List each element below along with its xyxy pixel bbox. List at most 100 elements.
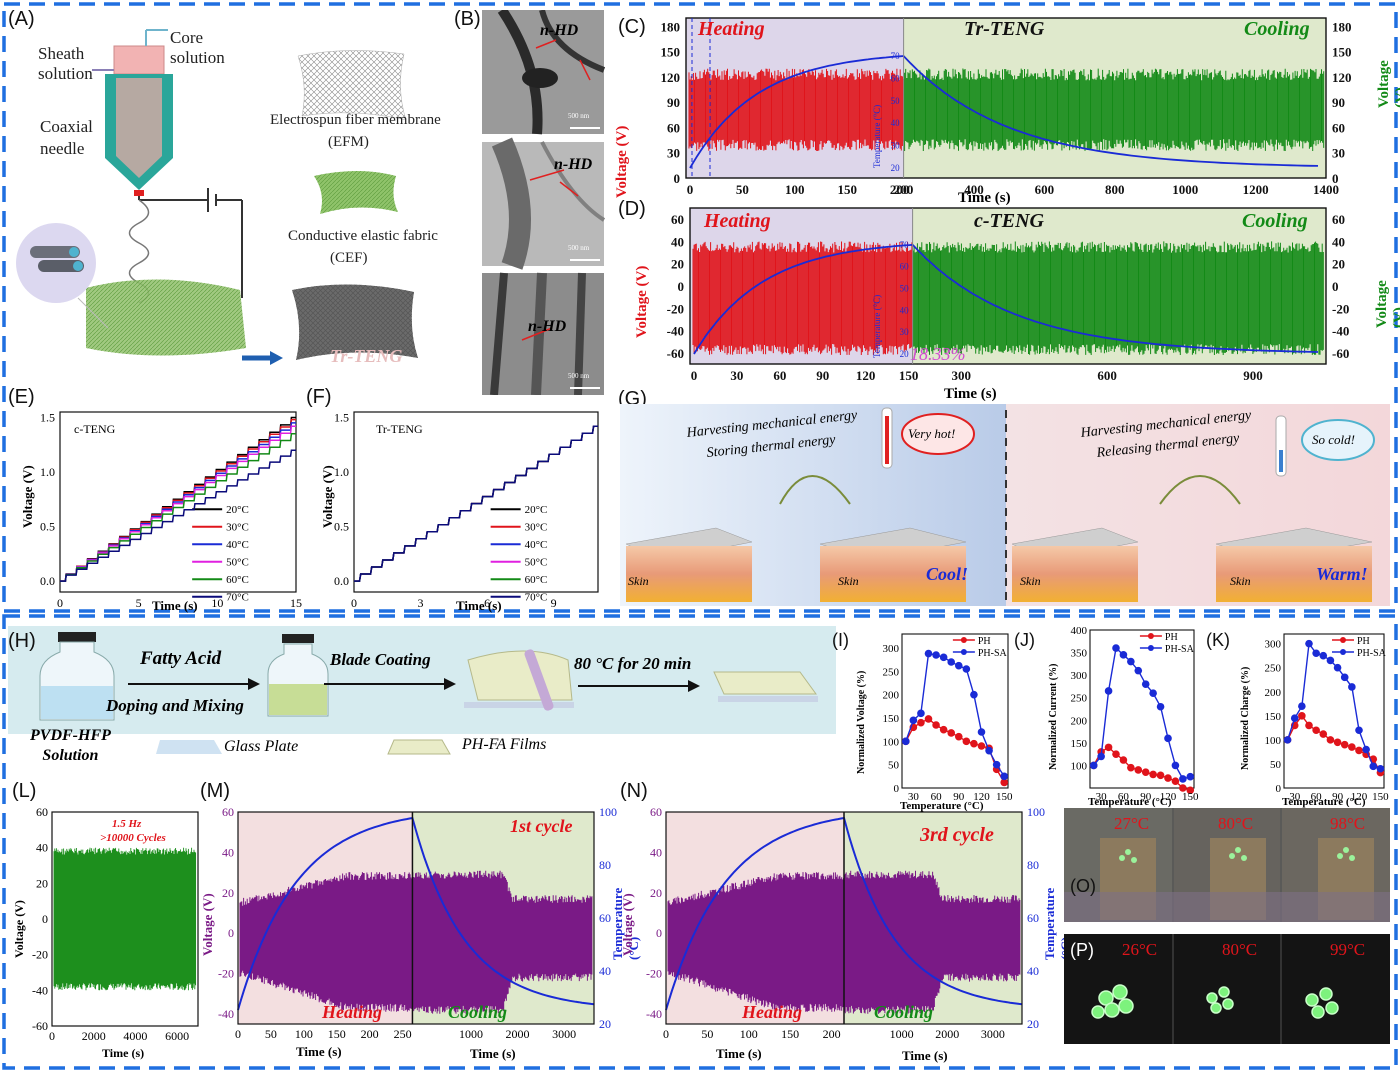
nhd-label-3: n-HD: [528, 318, 567, 335]
y-tick: -40: [32, 983, 48, 997]
data-point: [1305, 721, 1313, 730]
legend-label: 20°C: [226, 504, 249, 516]
data-point: [1104, 743, 1113, 752]
nhd-label-1: n-HD: [540, 22, 579, 39]
y-tick-left: -40: [667, 324, 684, 339]
l-xlabel: Time (s): [102, 1046, 145, 1060]
tem-images: [482, 10, 606, 395]
data-point: [954, 661, 963, 670]
x-tick: 90: [1332, 791, 1344, 803]
data-point: [947, 729, 956, 737]
data-point: [1171, 777, 1180, 786]
y-tick-right: 150: [1332, 45, 1352, 60]
x-tick: 150: [899, 368, 919, 383]
voltage-signal: [667, 870, 1021, 1014]
y-tick: 0.0: [40, 574, 55, 588]
data-point: [1298, 712, 1306, 720]
x-tick: 150: [837, 182, 857, 197]
panel-n: (N) -40 -20 0 20 40 60 20 40 60 80 100 0 50 100 150 200…: [620, 780, 1073, 1065]
y-tick-left: -60: [667, 346, 684, 361]
n-xlabel-1: Time (s): [716, 1046, 762, 1061]
x-tick: 4000: [123, 1029, 147, 1043]
legend-label: 70°C: [525, 592, 548, 604]
data-point: [1319, 730, 1328, 738]
legend-label: 60°C: [525, 574, 548, 586]
x-tick: 2000: [506, 1027, 530, 1041]
y-tick: 0: [42, 912, 48, 926]
panel-label-h: (H): [8, 630, 36, 652]
voltage-signal: [53, 847, 197, 991]
x-tick: 150: [1182, 791, 1199, 803]
data-point: [924, 649, 933, 658]
y-tick: 0.0: [334, 574, 349, 588]
y-tick-right: 100: [1027, 805, 1045, 819]
data-point: [1089, 761, 1098, 770]
x-tick: 60: [1118, 791, 1130, 803]
y-tick: 0: [228, 926, 234, 940]
led-photo-p: [1091, 934, 1339, 1044]
y-tick: 20: [222, 886, 234, 900]
x-tick: 3: [418, 596, 424, 610]
scale-bar-3: 500 nm: [568, 372, 590, 380]
legend-marker: [1340, 637, 1346, 643]
x-tick: 1000: [459, 1027, 483, 1041]
y-tick-right: 180: [1332, 19, 1352, 34]
y-tick-left: 150: [661, 45, 681, 60]
legend-label: 30°C: [226, 522, 249, 534]
x-tick: 6: [484, 596, 490, 610]
panel-label-b: (B): [454, 8, 481, 30]
x-tick: 600: [1097, 368, 1117, 383]
g-skin-2: Skin: [838, 574, 859, 588]
l-ylabel: Voltage (V): [12, 900, 26, 958]
data-point: [985, 746, 993, 755]
y-tick: 0: [656, 926, 662, 940]
x-tick: 30: [1096, 791, 1108, 803]
c-cooling-label: Cooling: [1244, 18, 1310, 40]
led-photo-o: [1064, 808, 1390, 922]
cef-abbr: (CEF): [330, 250, 368, 266]
x-tick: 50: [736, 182, 749, 197]
y-tick: 40: [650, 845, 662, 859]
efm-abbr: (EFM): [328, 134, 369, 150]
data-point: [962, 665, 971, 673]
p-temp-2: 80°C: [1222, 940, 1258, 959]
h-glass-label: Glass Plate: [224, 738, 299, 755]
y-tick: 60: [36, 805, 48, 819]
data-point: [1348, 683, 1356, 691]
data-point: [1119, 756, 1128, 764]
m-heating: Heating: [322, 1002, 383, 1022]
y-tick-right: -60: [1332, 346, 1349, 361]
data-point: [1376, 764, 1385, 773]
legend-marker: [960, 649, 967, 655]
i-xlabel: Temperature (°C): [900, 800, 984, 812]
y-tick: 300: [1071, 670, 1088, 682]
data-point: [1000, 772, 1009, 781]
y-tick: 1.0: [334, 465, 349, 479]
panel-c: (C) 0 0 30 30 60 60 90 90 120 120 150 150 180 180 20 30…: [614, 8, 1400, 213]
panel-label-d: (D): [618, 198, 646, 220]
data-point: [977, 742, 986, 750]
panel-label-k: (K): [1206, 630, 1230, 650]
data-point: [1000, 778, 1009, 787]
series-line: [353, 425, 598, 582]
y-tick: -20: [218, 967, 234, 981]
y-tick: 250: [883, 666, 900, 678]
panel-label-f: (F): [306, 386, 332, 408]
data-point: [939, 653, 948, 662]
y-tick: 100: [883, 736, 900, 748]
thermal-regulation-illustration: [620, 404, 1390, 606]
data-point: [1171, 761, 1180, 770]
y-tick: 1.5: [40, 410, 55, 424]
y-tick-right: 60: [1332, 212, 1345, 227]
y-tick: 100: [1265, 735, 1282, 747]
x-tick: 1200: [1243, 182, 1269, 197]
m-cooling: Cooling: [448, 1002, 508, 1022]
y-tick-right: -40: [1332, 324, 1349, 339]
data-point: [1319, 651, 1328, 660]
data-point: [1179, 775, 1187, 783]
x-tick: 400: [964, 182, 984, 197]
panel-label-o: (O): [1070, 876, 1096, 896]
heating-signal: [692, 241, 913, 355]
